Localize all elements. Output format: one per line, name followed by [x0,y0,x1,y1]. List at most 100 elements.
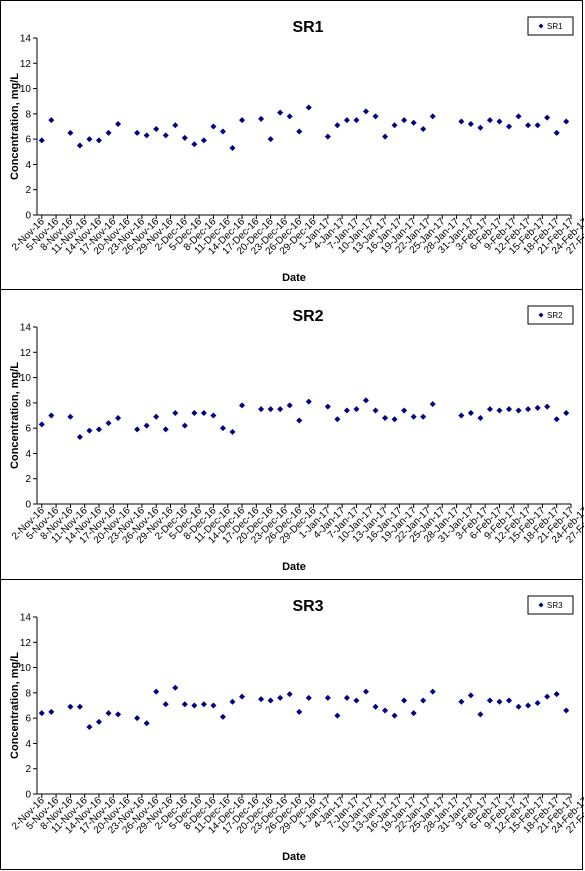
chart-svg-sr3: SR3024681012142-Nov-165-Nov-168-Nov-1611… [9,595,584,863]
data-point-sr3 [401,697,408,704]
data-point-sr1 [429,113,436,120]
chart-svg-sr2: SR2024681012142-Nov-165-Nov-168-Nov-1611… [9,305,584,573]
y-tick-label: 10 [20,84,32,95]
data-point-sr1 [134,129,141,136]
data-point-sr2 [553,416,560,423]
chart-title: SR3 [292,598,323,615]
data-point-sr1 [362,108,369,115]
data-point-sr1 [382,133,389,140]
data-point-sr3 [467,692,474,699]
legend-marker [538,23,544,29]
y-tick-label: 0 [25,211,31,222]
data-point-sr3 [506,697,513,704]
y-tick-label: 12 [20,59,32,70]
data-point-sr1 [67,129,74,136]
data-point-sr1 [200,137,207,144]
data-point-sr1 [76,142,83,149]
data-point-sr3 [143,720,150,727]
data-point-sr3 [353,697,360,704]
data-point-sr1 [267,136,274,143]
data-point-sr2 [210,412,217,419]
data-point-sr2 [305,398,312,405]
chart-panel-sr1: SR1 0 2 4 6 8 10 12 14 2-Nov-16 5-Nov-16 8-Nov-16 11… [0,0,584,290]
data-point-sr2 [486,406,493,413]
data-point-sr2 [458,412,465,419]
data-point-sr2 [420,413,427,420]
data-point-sr2 [525,406,532,413]
data-point-sr3 [277,694,284,701]
data-point-sr3 [191,702,198,709]
data-point-sr1 [277,109,284,116]
data-point-sr3 [305,694,312,701]
legend-box [527,305,574,325]
data-point-sr2 [506,406,513,413]
data-point-sr2 [353,406,360,413]
data-point-sr2 [162,426,169,433]
data-point-sr3 [324,694,331,701]
data-point-sr3 [239,693,246,700]
data-point-sr3 [67,703,74,710]
data-point-sr1 [467,120,474,127]
data-point-sr1 [86,136,93,143]
data-point-sr2 [153,413,160,420]
data-point-sr2 [362,397,369,404]
data-point-sr3 [200,701,207,708]
data-point-sr1 [534,122,541,129]
legend-label: SR1 [547,22,563,31]
y-axis-label: Concentration, mg/L [9,362,21,469]
data-point-sr2 [534,404,541,411]
data-point-sr2 [239,402,246,409]
data-point-sr2 [181,422,188,429]
data-point-sr1 [324,133,331,140]
data-point-sr2 [191,409,198,416]
data-point-sr2 [229,428,236,435]
data-point-sr1 [115,120,122,127]
data-point-sr2 [76,433,83,440]
chart-svg-sr1: SR1024681012142-Nov-165-Nov-168-Nov-1611… [9,16,584,284]
data-point-sr3 [391,712,398,719]
x-axis-label: Date [282,561,306,573]
data-point-sr3 [525,702,532,709]
data-point-sr1 [343,117,350,124]
data-point-sr1 [239,117,246,124]
data-point-sr1 [191,141,198,148]
data-point-sr2 [410,413,417,420]
chart-panel-sr2: SR2 0 2 4 6 8 10 12 14 2-Nov-16 5-Nov-16 8-Nov-16 11… [0,289,584,580]
data-point-sr1 [219,128,226,135]
data-point-sr2 [258,406,265,413]
x-axis-label: Date [282,272,306,284]
data-point-sr2 [115,415,122,422]
data-point-sr2 [219,425,226,432]
data-point-sr3 [105,710,112,717]
data-point-sr2 [382,415,389,422]
data-point-sr3 [172,684,179,691]
data-point-sr3 [229,698,236,705]
data-point-sr3 [153,688,160,695]
data-point-sr2 [401,407,408,414]
legend-label: SR3 [547,601,563,610]
data-point-sr3 [544,693,551,700]
data-point-sr2 [429,401,436,408]
chart-title: SR1 [292,19,323,36]
data-point-sr3 [296,708,303,715]
data-point-sr3 [553,691,560,698]
data-point-sr2 [334,416,341,423]
data-point-sr1 [477,124,484,131]
data-point-sr3 [286,691,293,698]
y-tick-label: 2 [25,764,31,775]
data-point-sr2 [496,407,503,414]
y-axis-label: Concentration, mg/L [9,73,21,180]
legend-marker [538,602,544,608]
y-tick-label: 0 [25,500,31,511]
y-tick-label: 6 [25,135,31,146]
data-point-sr1 [515,113,522,120]
data-point-sr1 [458,118,465,125]
y-tick-label: 4 [25,739,31,750]
y-tick-label: 14 [20,323,32,334]
y-tick-label: 14 [20,613,32,624]
data-point-sr2 [391,416,398,423]
data-point-sr2 [296,417,303,424]
legend-box [527,595,574,615]
chart-title: SR2 [292,308,323,325]
data-point-sr3 [86,723,93,730]
